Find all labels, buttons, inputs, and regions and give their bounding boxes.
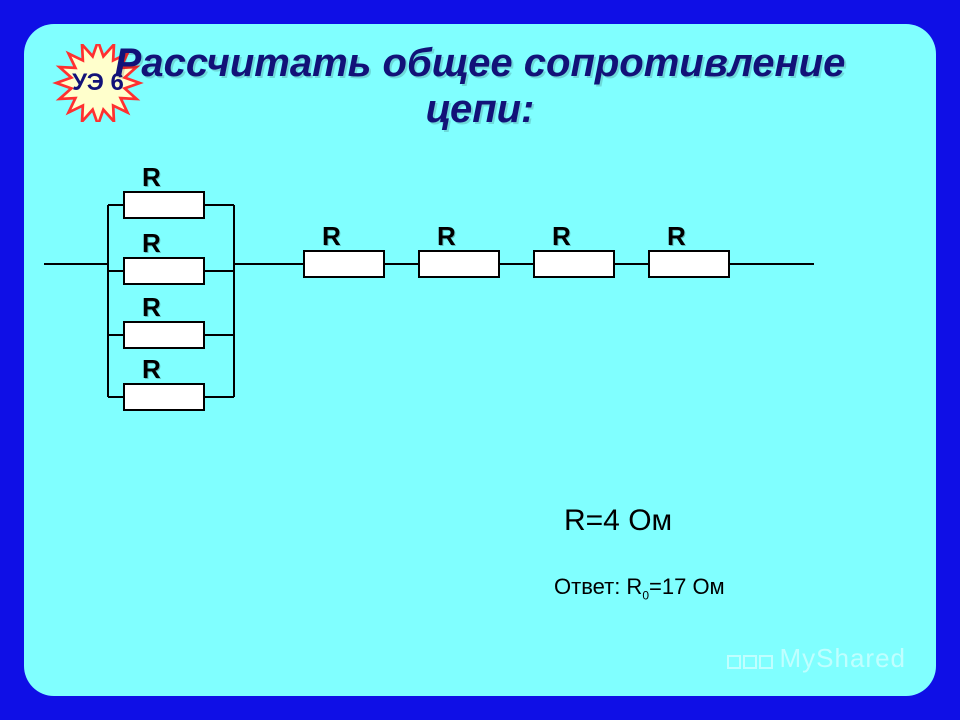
- answer-subscript: 0: [642, 588, 649, 602]
- svg-text:R: R: [437, 221, 456, 251]
- svg-text:R: R: [142, 354, 161, 384]
- answer-suffix: =17 Ом: [649, 574, 725, 599]
- given-value: R=4 Ом: [564, 504, 672, 538]
- slide: УЭ 6 Рассчитать общее сопротивление цепи…: [24, 24, 936, 696]
- answer-prefix: Ответ: R: [554, 574, 642, 599]
- circuit-diagram: R R R R R R R R: [24, 24, 936, 444]
- watermark-icon: [726, 645, 774, 676]
- svg-text:R: R: [552, 221, 571, 251]
- watermark: MyShared: [726, 643, 907, 676]
- watermark-text: MyShared: [780, 643, 907, 673]
- answer-text: Ответ: R0=17 Ом: [554, 574, 725, 602]
- svg-text:R: R: [142, 162, 161, 192]
- svg-text:R: R: [142, 228, 161, 258]
- svg-text:R: R: [322, 221, 341, 251]
- svg-text:R: R: [667, 221, 686, 251]
- svg-text:R: R: [142, 292, 161, 322]
